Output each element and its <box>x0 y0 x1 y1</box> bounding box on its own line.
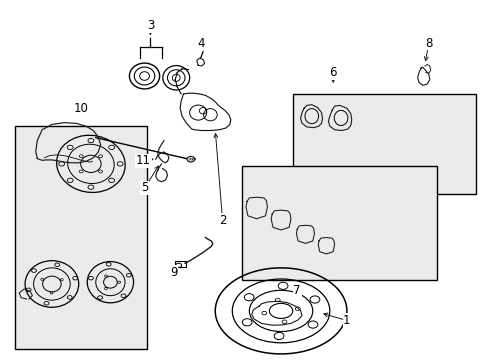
Bar <box>293 94 475 194</box>
Text: 8: 8 <box>424 36 431 50</box>
Text: 1: 1 <box>343 314 350 327</box>
Bar <box>242 166 436 280</box>
Text: 4: 4 <box>198 36 205 50</box>
Text: 2: 2 <box>218 214 226 227</box>
Text: 10: 10 <box>74 103 88 116</box>
Bar <box>15 126 147 348</box>
Text: 9: 9 <box>170 266 177 279</box>
Bar <box>175 261 185 267</box>
Text: 6: 6 <box>329 66 336 79</box>
Text: 5: 5 <box>141 181 148 194</box>
Text: 7: 7 <box>293 284 300 297</box>
Text: 3: 3 <box>146 19 154 32</box>
Text: 11: 11 <box>136 154 151 167</box>
Circle shape <box>186 156 194 162</box>
